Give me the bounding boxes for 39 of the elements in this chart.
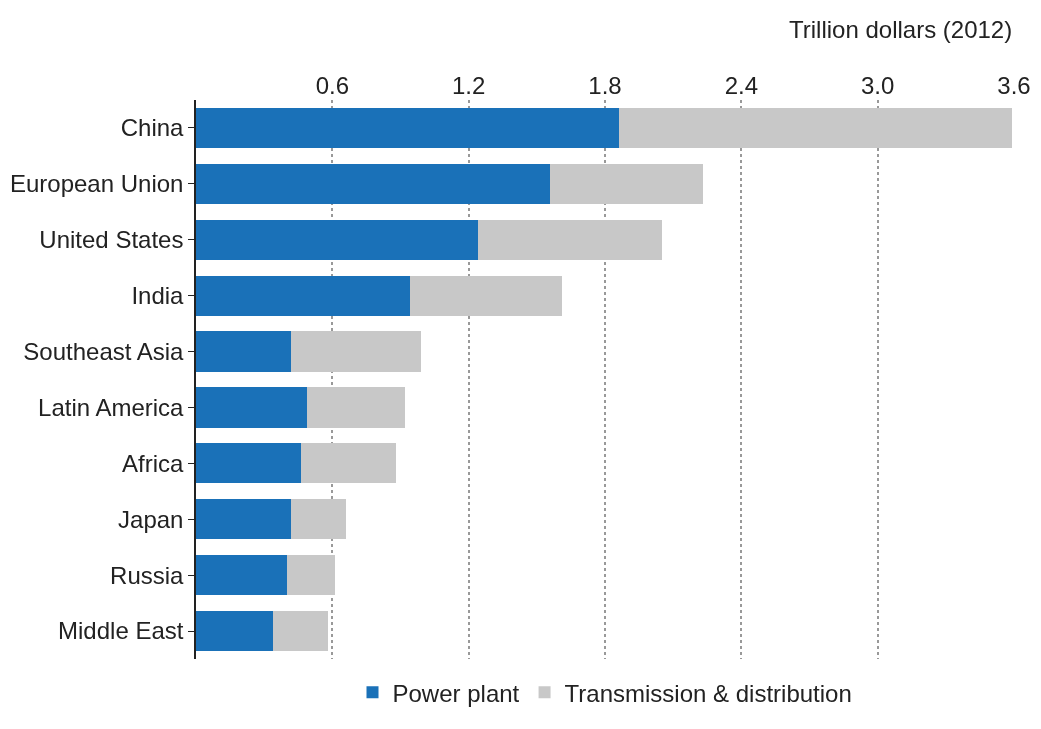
- y-tick-label: United States: [39, 226, 184, 254]
- y-tick-label: European Union: [9, 170, 184, 198]
- bar: [196, 610, 274, 652]
- y-tick-label: China: [120, 114, 185, 142]
- y-tick-label: Russia: [110, 561, 185, 589]
- x-tick-label: 1.8: [588, 72, 622, 100]
- bar: [196, 331, 292, 372]
- x-tick-label: 1.2: [451, 72, 486, 100]
- bar: [196, 443, 301, 484]
- bar: [286, 555, 335, 596]
- bar: [273, 610, 328, 652]
- bar: [196, 555, 287, 596]
- legend-label: Power plant: [392, 679, 520, 707]
- x-tick-label: 0.6: [315, 72, 350, 100]
- y-tick-label: Latin America: [38, 393, 185, 421]
- bar: [196, 275, 410, 316]
- bar: [196, 163, 551, 204]
- bar: [618, 107, 1012, 149]
- x-tick-label: 3.0: [860, 72, 895, 100]
- bar: [291, 331, 421, 372]
- bar: [409, 275, 562, 316]
- bar: [307, 387, 406, 428]
- bar: [196, 387, 308, 428]
- y-tick-label: India: [131, 282, 185, 310]
- y-tick-label: Southeast Asia: [23, 337, 185, 365]
- bar: [291, 499, 346, 540]
- bar: [196, 107, 619, 149]
- bar: [477, 219, 662, 260]
- y-tick-label: Japan: [118, 505, 184, 533]
- x-axis-title: Trillion dollars (2012): [789, 16, 1013, 43]
- bar: [300, 443, 396, 484]
- legend-label: Transmission & distribution: [564, 679, 852, 707]
- bar: [550, 163, 703, 204]
- y-tick-label: Africa: [122, 449, 185, 477]
- bar: [196, 499, 292, 540]
- x-tick-label: 3.6: [997, 72, 1031, 100]
- x-tick-label: 2.4: [724, 72, 759, 100]
- y-tick-label: Middle East: [58, 617, 184, 645]
- bar: [196, 219, 478, 260]
